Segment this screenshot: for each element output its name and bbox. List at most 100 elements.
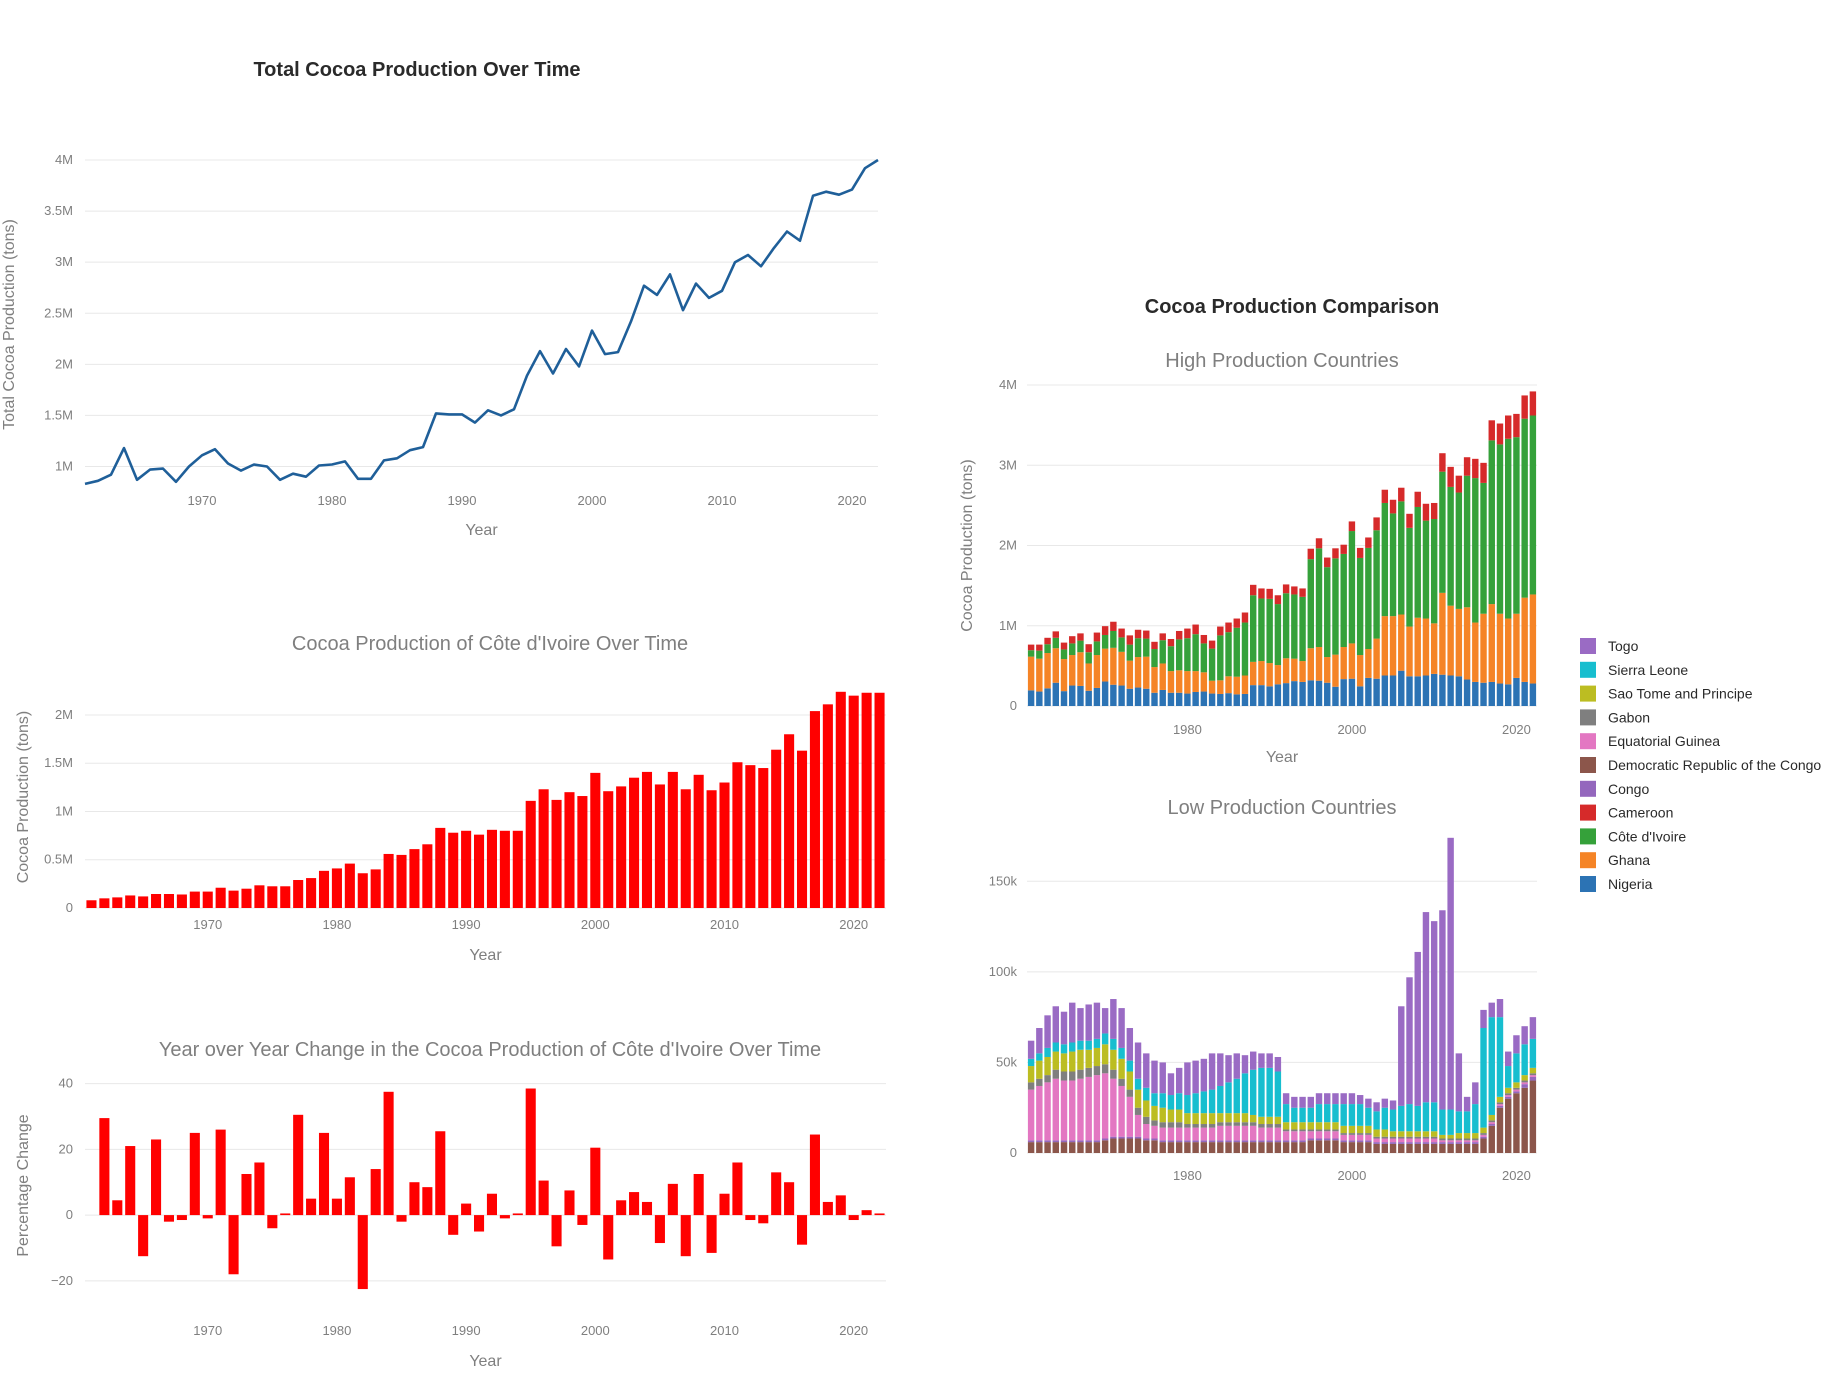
high-production-subplot: 0 1M 2M 3M 4M 1980 2000 2020 High Production Cou… xyxy=(959,350,1537,766)
yoy-bar xyxy=(603,1215,614,1260)
civ-bar xyxy=(396,854,407,908)
high-stacked-bar-segment xyxy=(1200,643,1208,673)
low-stacked-bar-segment xyxy=(1208,1142,1216,1153)
high-stacked-bar-segment xyxy=(1373,517,1380,531)
high-stacked-bar-segment xyxy=(1430,519,1438,624)
civ-chart: 0 0.5M 1M 1.5M 2M 1970 1980 1990 2000 2010 2020 Yea… xyxy=(15,633,886,964)
low-stacked-bar-segment xyxy=(1118,1008,1125,1048)
low-stacked-bar-segment xyxy=(1529,1076,1537,1081)
high-stacked-bar-segment xyxy=(1250,661,1257,686)
legend-swatch xyxy=(1580,780,1596,797)
low-stacked-bar-segment xyxy=(1250,1125,1257,1141)
high-stacked-bar-segment xyxy=(1455,676,1463,706)
low-stacked-bar-segment xyxy=(1233,1113,1240,1123)
high-stacked-bar-segment xyxy=(1085,644,1092,653)
low-stacked-bar-segment xyxy=(1414,1142,1421,1144)
legend-swatch xyxy=(1580,661,1596,678)
low-stacked-bar-segment xyxy=(1307,1131,1314,1139)
low-stacked-bar-segment xyxy=(1439,1140,1446,1143)
high-stacked-bar-segment xyxy=(1406,676,1413,706)
low-stacked-bar-segment xyxy=(1340,1142,1347,1153)
legend-item-label: Sierra Leone xyxy=(1608,662,1688,678)
low-stacked-bar-segment xyxy=(1332,1093,1339,1105)
low-stacked-bar-segment xyxy=(1406,1104,1413,1132)
high-stacked-bar-segment xyxy=(1513,437,1520,614)
low-stacked-bar-segment xyxy=(1373,1111,1380,1130)
civ-bar xyxy=(293,880,304,908)
civ-bar xyxy=(835,691,846,908)
high-stacked-bar-segment xyxy=(1472,681,1479,706)
civ-xtick-label: 2010 xyxy=(710,917,739,932)
high-stacked-bar-segment xyxy=(1225,676,1232,694)
civ-bar xyxy=(357,873,368,908)
low-stacked-bar-segment xyxy=(1093,1075,1101,1141)
low-stacked-bar-segment xyxy=(1151,1125,1158,1139)
low-stacked-bar-segment xyxy=(1365,1125,1372,1134)
yoy-bar xyxy=(680,1215,691,1257)
low-stacked-bar-segment xyxy=(1513,1089,1520,1092)
low-stacked-bar-segment xyxy=(1488,1114,1495,1121)
low-stacked-bar-segment xyxy=(1167,1122,1175,1128)
civ-bar xyxy=(719,782,730,908)
low-ytick-label: 50k xyxy=(996,1054,1017,1069)
low-stacked-bar-segment xyxy=(1175,1140,1183,1143)
high-stacked-bar-segment xyxy=(1060,659,1068,692)
civ-xtick-label: 1990 xyxy=(452,917,481,932)
low-stacked-bar-segment xyxy=(1250,1140,1257,1143)
low-stacked-bar-segment xyxy=(1101,1073,1109,1139)
low-stacked-bar-segment xyxy=(1241,1073,1249,1114)
high-stacked-bar-segment xyxy=(1208,648,1216,681)
high-stacked-bar-segment xyxy=(1266,598,1273,664)
low-stacked-bar-segment xyxy=(1505,1095,1512,1097)
high-stacked-bar-segment xyxy=(1529,594,1537,684)
low-stacked-bar-segment xyxy=(1077,1008,1084,1041)
comparison-title: Cocoa Production Comparison xyxy=(1145,296,1439,318)
civ-bar xyxy=(254,885,265,908)
low-stacked-bar-segment xyxy=(1274,1140,1282,1143)
low-stacked-bar-segment xyxy=(1439,1143,1446,1153)
low-stacked-bar-segment xyxy=(1513,1082,1520,1088)
high-stacked-bar-segment xyxy=(1299,588,1306,597)
low-stacked-bar-segment xyxy=(1266,1053,1273,1068)
yoy-bar xyxy=(538,1180,549,1216)
yoy-ytick-label: 20 xyxy=(59,1141,73,1156)
total-ytick-label: 2.5M xyxy=(44,305,73,320)
high-stacked-bar-segment xyxy=(1282,683,1290,706)
low-stacked-bar-segment xyxy=(1373,1143,1380,1153)
high-stacked-bar-segment xyxy=(1447,675,1454,706)
high-stacked-bar-segment xyxy=(1077,652,1084,686)
high-stacked-bar-segment xyxy=(1036,691,1043,706)
civ-bar xyxy=(603,791,614,908)
high-stacked-bar-segment xyxy=(1060,649,1068,660)
high-stacked-bar-segment xyxy=(1282,584,1290,594)
high-stacked-bar-segment xyxy=(1093,655,1101,688)
low-stacked-bar-segment xyxy=(1258,1142,1265,1153)
low-stacked-bar-segment xyxy=(1455,1133,1463,1139)
legend-swatch xyxy=(1580,685,1596,702)
yoy-bar xyxy=(654,1215,665,1244)
civ-bar xyxy=(822,704,833,908)
low-stacked-bar-segment xyxy=(1414,1136,1421,1139)
low-stacked-bar-segment xyxy=(1266,1140,1273,1143)
high-stacked-bar-segment xyxy=(1521,418,1528,598)
low-stacked-bar-segment xyxy=(1529,1075,1537,1077)
low-stacked-bar-segment xyxy=(1167,1140,1175,1143)
high-stacked-bar-segment xyxy=(1069,685,1076,706)
low-stacked-bar-segment xyxy=(1430,1102,1438,1132)
low-stacked-bar-segment xyxy=(1036,1078,1043,1086)
low-stacked-bar-segment xyxy=(1274,1056,1282,1072)
civ-ytick-label: 2M xyxy=(55,707,73,722)
high-stacked-bar-segment xyxy=(1175,692,1183,706)
low-ytick-label: 100k xyxy=(989,964,1018,979)
high-stacked-bar-segment xyxy=(1143,638,1150,657)
high-stacked-bar-segment xyxy=(1291,594,1298,659)
high-stacked-bar-segment xyxy=(1200,672,1208,692)
low-stacked-bar-segment xyxy=(1159,1142,1166,1153)
high-stacked-bar-segment xyxy=(1184,628,1191,639)
low-stacked-bar-segment xyxy=(1250,1122,1257,1126)
high-stacked-bar-segment xyxy=(1200,691,1208,706)
high-ytick-label: 1M xyxy=(999,618,1017,633)
civ-bar xyxy=(654,784,665,908)
high-stacked-bar-segment xyxy=(1192,634,1199,672)
low-stacked-bar-segment xyxy=(1373,1129,1380,1137)
